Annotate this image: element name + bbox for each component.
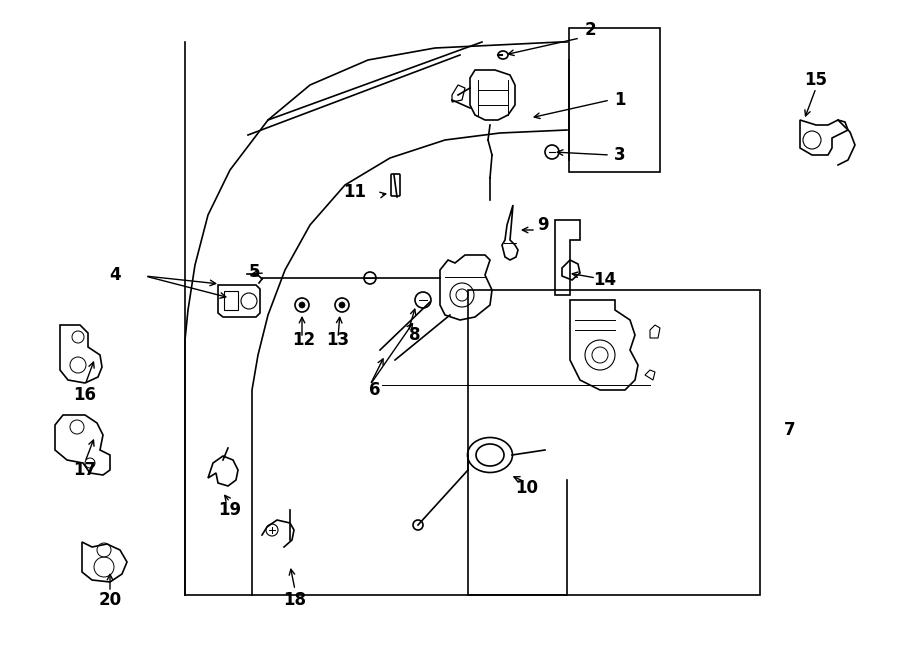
Circle shape — [339, 302, 345, 308]
Text: 11: 11 — [344, 183, 366, 201]
Text: 3: 3 — [614, 146, 626, 164]
Text: 16: 16 — [74, 386, 96, 404]
Text: 14: 14 — [593, 271, 616, 289]
Text: 18: 18 — [284, 591, 307, 609]
Text: 4: 4 — [109, 266, 121, 284]
Text: 12: 12 — [292, 331, 316, 349]
Text: 7: 7 — [784, 421, 796, 439]
Text: 20: 20 — [98, 591, 122, 609]
Text: 9: 9 — [537, 216, 549, 234]
Text: 8: 8 — [410, 326, 421, 344]
Text: 5: 5 — [249, 263, 261, 281]
Text: 1: 1 — [614, 91, 626, 109]
Text: 13: 13 — [327, 331, 349, 349]
Text: 2: 2 — [584, 21, 596, 39]
Text: 17: 17 — [74, 461, 96, 479]
Text: 6: 6 — [369, 381, 381, 399]
Bar — [468, 290, 760, 595]
Text: 15: 15 — [805, 71, 827, 89]
Bar — [569, 28, 660, 172]
Text: 10: 10 — [516, 479, 538, 497]
Circle shape — [299, 302, 305, 308]
Text: 19: 19 — [219, 501, 241, 519]
